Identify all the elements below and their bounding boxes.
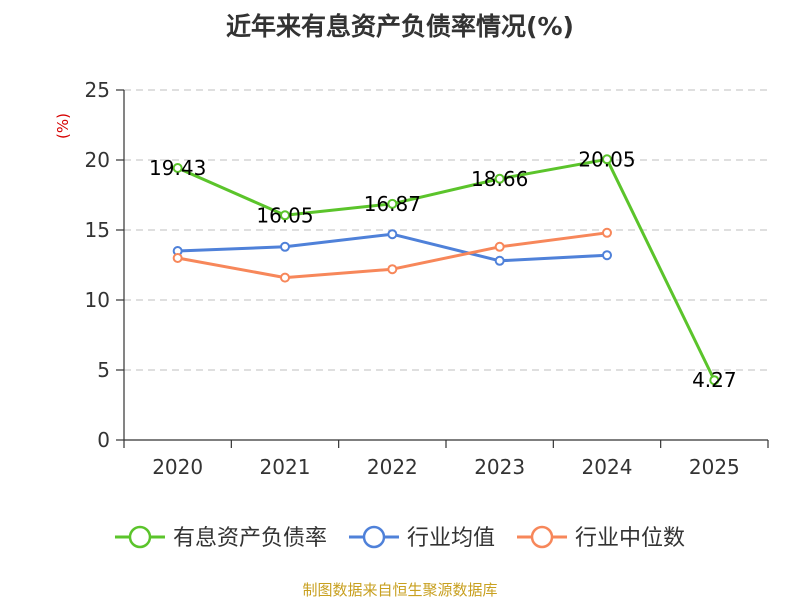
y-tick-label: 0 xyxy=(97,428,110,452)
legend-item-1[interactable]: 行业均值 xyxy=(348,525,495,551)
y-tick-label: 10 xyxy=(85,288,110,312)
data-label: 18.66 xyxy=(471,167,528,191)
data-point[interactable] xyxy=(494,241,505,252)
legend-item-0[interactable]: 有息资产负债率 xyxy=(114,525,327,551)
legend-label: 行业均值 xyxy=(407,526,495,551)
x-tick-label: 2023 xyxy=(474,455,525,479)
data-point[interactable] xyxy=(280,210,290,221)
y-tick-label: 20 xyxy=(85,148,110,172)
data-point[interactable] xyxy=(494,173,505,184)
legend-label: 有息资产负债率 xyxy=(173,526,327,551)
legend-circle-symbol xyxy=(362,525,386,549)
data-point[interactable] xyxy=(602,250,612,261)
data-label: 4.27 xyxy=(692,368,737,392)
legend-circle-symbol xyxy=(530,525,554,549)
data-point[interactable] xyxy=(387,229,398,240)
data-label: 20.05 xyxy=(578,147,635,171)
data-point[interactable] xyxy=(280,272,290,283)
data-point[interactable] xyxy=(387,198,398,209)
data-point[interactable] xyxy=(709,375,720,386)
x-tick-label: 2021 xyxy=(260,455,311,479)
x-tick-label: 2022 xyxy=(367,455,418,479)
x-tick-label: 2024 xyxy=(582,455,633,479)
data-labels: 19.43 16.05 16.87 18.66 20.05 4.27 xyxy=(149,147,737,392)
data-point[interactable] xyxy=(494,255,505,266)
data-label: 16.87 xyxy=(364,192,421,216)
y-tick-label: 15 xyxy=(85,218,110,242)
series-line-0[interactable] xyxy=(177,157,716,381)
y-tick-label: 5 xyxy=(97,358,110,382)
y-tick-label: 25 xyxy=(85,78,110,102)
data-label: 19.43 xyxy=(149,156,206,180)
source-note: 制图数据来自恒生聚源数据库 xyxy=(302,581,497,599)
legend-label: 行业中位数 xyxy=(575,526,685,551)
x-tick-label: 2025 xyxy=(689,455,740,479)
data-point[interactable] xyxy=(172,253,183,263)
data-point[interactable] xyxy=(172,162,183,173)
series-lines xyxy=(172,154,720,386)
data-point[interactable] xyxy=(602,227,612,238)
data-point[interactable] xyxy=(387,264,398,275)
legend[interactable]: 有息资产负债率 行业均值 行业中位数 xyxy=(114,525,685,551)
data-point[interactable] xyxy=(280,241,290,252)
legend-item-2[interactable]: 行业中位数 xyxy=(517,525,685,551)
grid-lines xyxy=(124,89,768,371)
x-tick-label: 2020 xyxy=(152,455,203,479)
data-label: 16.05 xyxy=(256,203,313,227)
data-point[interactable] xyxy=(602,154,612,165)
legend-circle-symbol xyxy=(128,525,152,549)
y-axis-label: (%) xyxy=(54,113,72,139)
chart-title: 近年来有息资产负债率情况(%) xyxy=(226,12,574,41)
